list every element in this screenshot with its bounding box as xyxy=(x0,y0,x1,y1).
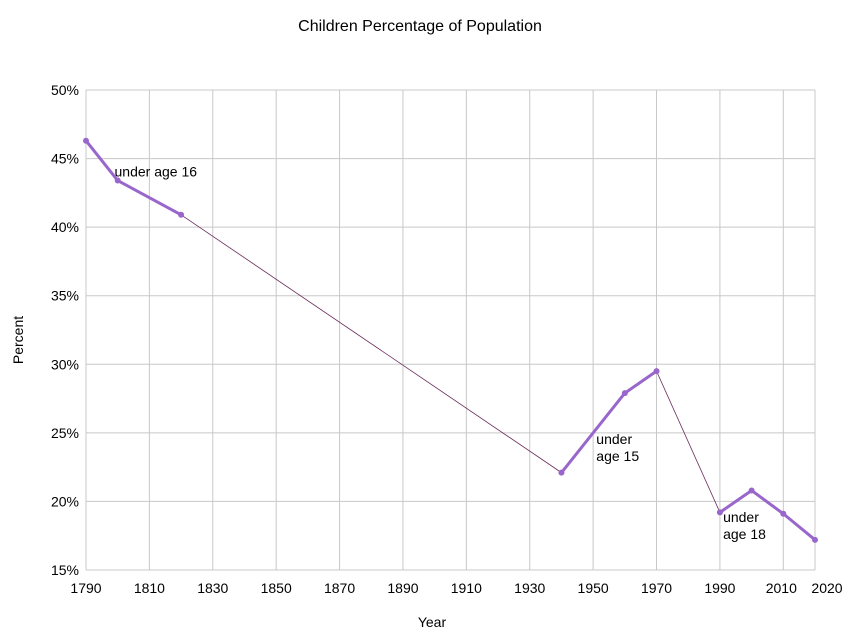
x-tick-label: 1970 xyxy=(641,580,672,596)
data-point xyxy=(748,487,755,494)
x-tick-label: 1870 xyxy=(324,580,355,596)
data-point xyxy=(83,137,89,144)
annotation-label: under age 18 xyxy=(723,509,766,542)
connector-lines xyxy=(180,214,721,513)
y-tick-label: 35% xyxy=(51,288,79,304)
connector-line xyxy=(656,370,721,513)
data-point xyxy=(178,211,185,218)
x-tick-label: 1810 xyxy=(134,580,165,596)
y-axis-label: Percent xyxy=(10,316,26,364)
annotations: under age 16 under age 15 under age 18 xyxy=(115,163,767,542)
connector-line xyxy=(180,214,562,473)
y-tick-label: 50% xyxy=(51,82,79,98)
data-point xyxy=(716,509,723,516)
y-tick-label: 30% xyxy=(51,356,79,372)
y-axis-ticks: 15% 20% 25% 30% 35% 40% 45% 50% xyxy=(51,82,79,578)
x-tick-label: 1930 xyxy=(514,580,545,596)
data-point xyxy=(653,368,660,375)
data-point xyxy=(621,390,628,397)
x-axis-ticks: 1790 1810 1830 1850 1870 1890 1910 1930 1950 1970… xyxy=(70,580,842,596)
data-point xyxy=(812,536,818,543)
x-axis-label: Year xyxy=(418,614,447,630)
data-point xyxy=(114,177,121,184)
x-tick-label: 1910 xyxy=(451,580,482,596)
annotation-label: under age 16 xyxy=(115,163,198,179)
x-tick-label: 1790 xyxy=(70,580,101,596)
data-point xyxy=(780,510,787,517)
x-tick-label: 1950 xyxy=(578,580,609,596)
y-tick-label: 45% xyxy=(51,151,79,167)
x-tick-label: 1830 xyxy=(197,580,228,596)
x-tick-label: 1990 xyxy=(704,580,735,596)
x-tick-label: 1890 xyxy=(387,580,418,596)
grid xyxy=(85,89,816,571)
y-tick-label: 15% xyxy=(51,562,79,578)
y-tick-label: 40% xyxy=(51,219,79,235)
series-line xyxy=(719,488,816,541)
x-tick-label: 2020 xyxy=(811,580,842,596)
y-tick-label: 25% xyxy=(51,425,79,441)
annotation-label: under age 15 xyxy=(596,431,639,464)
data-points xyxy=(83,137,818,543)
data-point xyxy=(558,469,565,476)
x-tick-label: 1850 xyxy=(261,580,292,596)
x-tick-label: 2010 xyxy=(766,580,797,596)
chart-title: Children Percentage of Population xyxy=(298,18,542,35)
y-tick-label: 20% xyxy=(51,493,79,509)
